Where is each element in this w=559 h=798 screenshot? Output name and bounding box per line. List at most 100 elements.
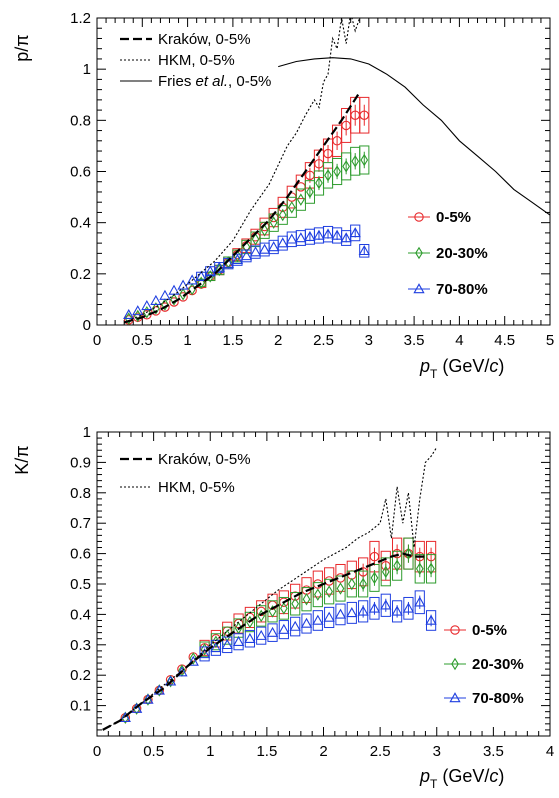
sys-error-box: [403, 596, 414, 620]
data-point: [232, 635, 245, 647]
sys-error-box: [392, 600, 403, 623]
data-point: [313, 588, 322, 601]
data-point: [404, 547, 413, 560]
data-point: [221, 638, 233, 650]
data-point: [315, 176, 323, 190]
legend-data-label: 70-80%: [436, 281, 488, 298]
data-point: [123, 308, 135, 320]
sys-error-box: [222, 626, 233, 645]
data-point: [340, 232, 352, 243]
data-point: [381, 565, 390, 579]
data-point: [260, 224, 269, 237]
series-70-80%: [119, 590, 437, 723]
y-tick-label: 0.8: [70, 112, 91, 129]
sys-error-box: [278, 620, 289, 640]
x-axis-label-unit: (GeV/: [437, 766, 489, 786]
x-tick-label: 4.5: [494, 332, 515, 349]
legend-model-label: Kraków, 0-5%: [158, 31, 251, 48]
sys-error-box: [369, 596, 380, 620]
x-tick-label: 2.5: [313, 332, 334, 349]
x-axis-label-p: p: [419, 356, 430, 376]
y-tick-label: 1.2: [70, 10, 91, 27]
sys-error-box: [290, 616, 301, 637]
x-axis-label-c: c: [489, 766, 498, 786]
data-point: [132, 305, 144, 316]
y-tick-label: 0.4: [70, 215, 91, 232]
data-point: [336, 582, 345, 595]
y-tick-label: 0.2: [70, 667, 91, 684]
x-tick-label: 0: [93, 332, 101, 349]
chart-panel-2: 0 0.5 1 1.5 2 2.5 3 3.5 4 0.1 0.2 0.3 0.4 0.5 0.6 0.7 0.…: [12, 424, 554, 791]
data-point: [278, 208, 287, 222]
sys-error-box: [425, 610, 437, 631]
sys-error-box: [335, 603, 346, 626]
data-point: [324, 169, 332, 182]
series-0-5%: [120, 537, 437, 723]
data-point: [300, 617, 313, 628]
data-point: [141, 299, 153, 311]
data-point: [169, 297, 179, 307]
chart-panel-1: 0 0.5 1 1.5 2 2.5 3 3.5 4 4.5 5 0 0.2 0.4 0.6 0.8 1 1.2 p/…: [12, 10, 554, 381]
sys-error-box: [312, 610, 323, 631]
legend-data-marker: [451, 657, 459, 671]
data-point: [346, 607, 358, 618]
x-axis-label-sub: T: [430, 777, 438, 791]
x-tick-label: 1: [206, 743, 214, 760]
y-tick-label: 0.3: [70, 637, 91, 654]
data-point: [425, 614, 437, 625]
x-axis-label: pT (GeV/c): [419, 356, 504, 381]
data-point: [393, 559, 401, 573]
sys-error-box: [244, 629, 255, 648]
sys-error-box: [210, 629, 222, 648]
sys-error-box: [290, 592, 301, 616]
data-point: [161, 298, 169, 311]
x-tick-label: 2: [274, 332, 282, 349]
x-axis-label-c: c: [489, 356, 498, 376]
sys-error-box: [335, 575, 346, 602]
data-point: [295, 232, 307, 243]
sys-error-box: [301, 587, 312, 612]
sys-error-box: [301, 613, 312, 634]
data-point: [359, 110, 370, 120]
data-point: [142, 693, 154, 704]
data-point: [152, 302, 160, 315]
data-point: [119, 711, 131, 723]
data-point: [342, 160, 350, 173]
legend-data-label: 0-5%: [436, 209, 471, 226]
data-point: [251, 233, 260, 246]
x-tick-label: 0: [93, 743, 101, 760]
data-point: [204, 265, 216, 276]
data-point: [349, 227, 361, 238]
y-tick-label: 0.9: [70, 454, 91, 471]
data-point: [333, 165, 341, 178]
data-point: [255, 629, 267, 640]
sys-error-box: [267, 600, 278, 623]
data-point: [249, 246, 262, 257]
data-point: [168, 284, 180, 295]
data-point: [322, 228, 334, 239]
legend-data-marker: [413, 283, 425, 294]
model-curve-dot: [102, 446, 438, 731]
data-point: [268, 241, 280, 252]
data-point: [313, 229, 325, 240]
y-tick-label: 1: [83, 61, 91, 78]
data-point: [289, 620, 301, 631]
data-point: [151, 306, 161, 316]
sys-error-box: [222, 636, 233, 654]
sys-error-box: [346, 570, 357, 598]
data-point: [258, 243, 271, 254]
sys-error-box: [359, 145, 370, 175]
sys-error-box: [358, 600, 369, 623]
data-point: [186, 274, 198, 285]
data-point: [287, 201, 296, 214]
sys-error-box: [233, 633, 244, 651]
data-point: [369, 551, 380, 562]
sys-error-box: [267, 623, 278, 642]
data-point: [268, 605, 277, 618]
legend-data-marker: [414, 212, 424, 222]
sys-error-box: [256, 626, 267, 645]
sys-error-box: [278, 596, 289, 620]
y-tick-label: 0.6: [70, 546, 91, 563]
data-point: [197, 276, 206, 290]
